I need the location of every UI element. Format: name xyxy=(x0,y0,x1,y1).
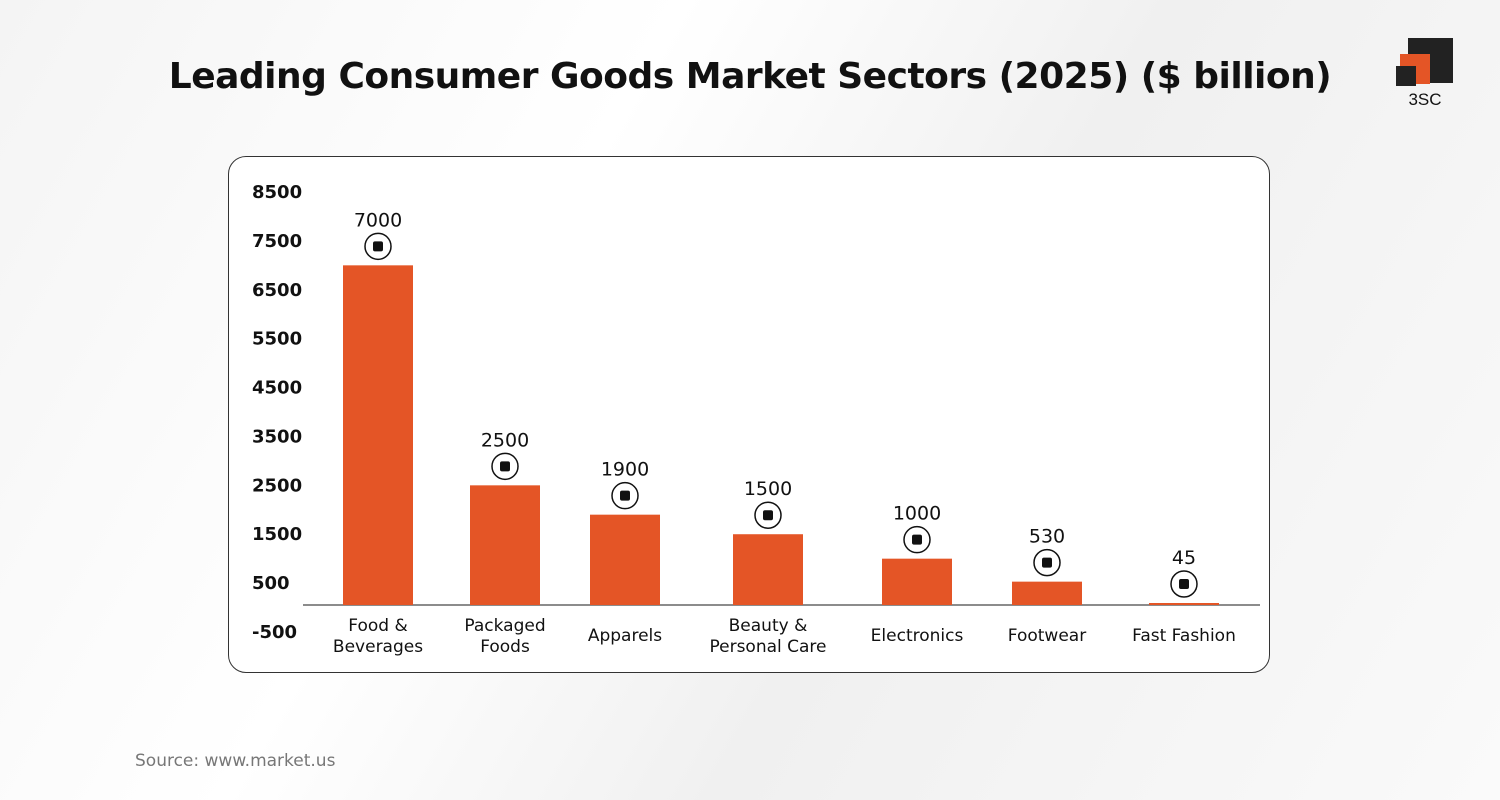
value-label: 1000 xyxy=(893,503,941,525)
logo-icon xyxy=(1396,38,1453,86)
category-label: Apparels xyxy=(588,626,662,646)
fashion-hat-icon xyxy=(1170,570,1198,598)
monitor-icon xyxy=(903,525,931,554)
value-label: 1500 xyxy=(744,478,792,500)
packaged-food-icon xyxy=(491,452,519,481)
category-label: Fast Fashion xyxy=(1132,626,1236,646)
category-label: Beverages xyxy=(333,637,423,657)
cosmetics-icon xyxy=(754,501,782,529)
shoe-icon xyxy=(1033,548,1061,577)
y-tick-label: 5500 xyxy=(252,329,302,350)
y-tick-label: 6500 xyxy=(252,280,302,301)
bar xyxy=(343,265,413,605)
chart-title: Leading Consumer Goods Market Sectors (2… xyxy=(168,56,1332,97)
category-label: Footwear xyxy=(1008,626,1086,646)
category-label: Packaged xyxy=(464,616,545,636)
bar xyxy=(1149,603,1219,605)
bar xyxy=(470,485,540,605)
value-label: 2500 xyxy=(481,429,529,451)
y-tick-label: 8500 xyxy=(252,182,302,203)
category-label: Personal Care xyxy=(709,637,826,657)
value-label: 530 xyxy=(1029,526,1065,548)
bar xyxy=(733,534,803,605)
value-label: 45 xyxy=(1172,547,1196,569)
bar xyxy=(590,514,660,605)
category-label: Foods xyxy=(480,637,530,657)
logo-text: 3SC xyxy=(1408,90,1442,109)
brand-logo xyxy=(1396,38,1456,112)
category-label: Beauty & xyxy=(729,616,808,636)
value-label: 1900 xyxy=(601,459,649,481)
food-beverage-icon xyxy=(364,232,392,261)
y-tick-label: 4500 xyxy=(252,378,302,399)
y-tick-label: 3500 xyxy=(252,426,302,447)
bar xyxy=(882,558,952,605)
source-note: Source: www.market.us xyxy=(135,751,336,771)
bar xyxy=(1012,581,1082,605)
y-tick-label: 2500 xyxy=(252,475,302,496)
y-axis: 8500 7500 6500 5500 4500 3500 2500 1500 500 -500 xyxy=(252,182,302,643)
category-label: Electronics xyxy=(871,626,964,646)
category-label: Food & xyxy=(348,616,407,636)
value-label: 7000 xyxy=(354,209,402,231)
y-tick-label: 1500 xyxy=(252,524,302,545)
y-tick-label: -500 xyxy=(252,622,297,643)
y-tick-label: 500 xyxy=(252,573,290,594)
y-tick-label: 7500 xyxy=(252,231,302,252)
tshirt-icon xyxy=(611,481,639,510)
